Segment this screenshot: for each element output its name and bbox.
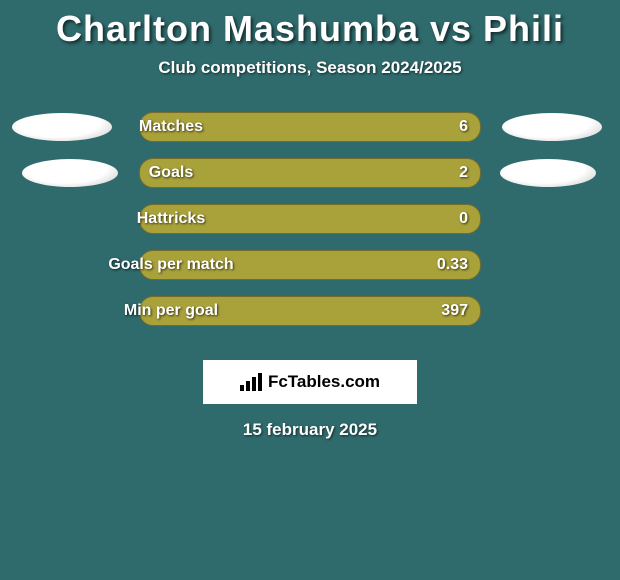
stat-row-goals: Goals 2 (0, 158, 620, 204)
brand-text: FcTables.com (268, 372, 380, 392)
stat-row-hattricks: Hattricks 0 (0, 204, 620, 250)
left-player-marker (22, 159, 118, 187)
right-player-marker (500, 159, 596, 187)
stat-bar (139, 296, 481, 326)
bar-chart-icon (240, 373, 262, 391)
stat-row-matches: Matches 6 (0, 112, 620, 158)
footer-date: 15 february 2025 (0, 420, 620, 440)
stat-row-gpm: Goals per match 0.33 (0, 250, 620, 296)
page-subtitle: Club competitions, Season 2024/2025 (0, 58, 620, 78)
brand-badge[interactable]: FcTables.com (203, 360, 417, 404)
left-player-marker (12, 113, 112, 141)
stat-row-mpg: Min per goal 397 (0, 296, 620, 342)
page-title: Charlton Mashumba vs Phili (0, 8, 620, 50)
stat-bar (139, 158, 481, 188)
stat-bar (139, 204, 481, 234)
stat-bar (139, 112, 481, 142)
stat-rows: Matches 6 Goals 2 Hattricks 0 Goals per … (0, 112, 620, 342)
stat-bar (139, 250, 481, 280)
right-player-marker (502, 113, 602, 141)
